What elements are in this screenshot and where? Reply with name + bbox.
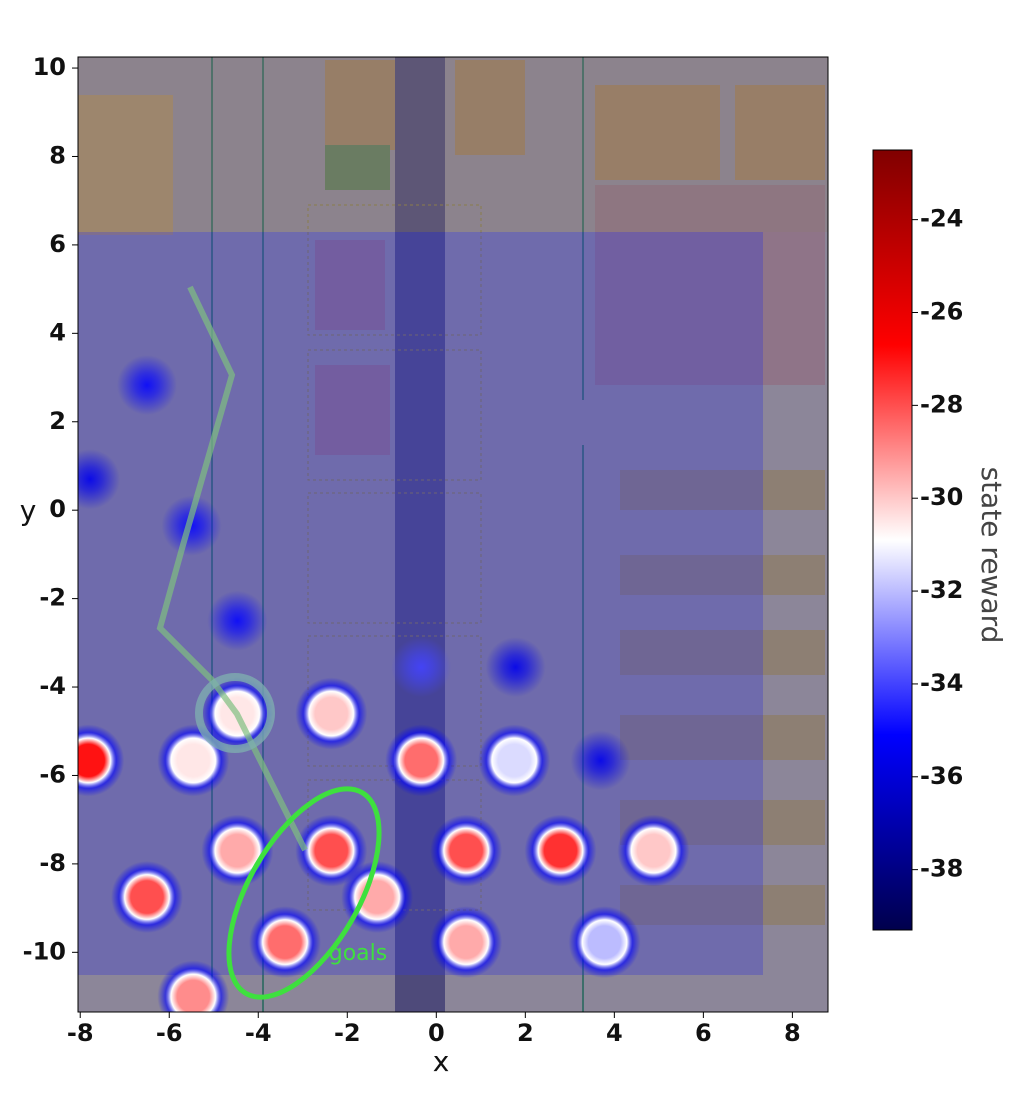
colorbar-tick-label: -26 — [920, 298, 963, 326]
colorbar-tick-label: -30 — [920, 483, 963, 511]
x-axis-label: x — [433, 1045, 450, 1078]
colorbar-label: state reward — [975, 467, 1008, 644]
reward-blob — [207, 590, 268, 651]
y-tick-label: 0 — [49, 495, 66, 523]
reward-blob — [485, 637, 546, 698]
reward-blob — [568, 906, 641, 979]
y-tick-label: 8 — [49, 141, 66, 169]
x-tick-label: 0 — [428, 1019, 445, 1047]
y-axis-label: y — [20, 494, 37, 527]
reward-blob — [110, 861, 183, 934]
reward-blob — [78, 449, 121, 510]
y-tick-label: 6 — [49, 230, 66, 258]
y-tick-label: -2 — [39, 584, 66, 612]
reward-blob — [295, 677, 368, 750]
x-tick-label: -6 — [156, 1019, 183, 1047]
reward-blob — [78, 724, 125, 797]
x-tick-label: -4 — [245, 1019, 272, 1047]
x-tick-label: -8 — [67, 1019, 94, 1047]
reward-blob — [617, 814, 690, 887]
x-tick-label: -2 — [334, 1019, 361, 1047]
reward-blob — [524, 814, 597, 887]
y-tick-label: 4 — [49, 318, 66, 346]
x-tick-label: 6 — [695, 1019, 712, 1047]
x-tick-label: 2 — [517, 1019, 534, 1047]
y-tick-label: -4 — [39, 672, 66, 700]
y-tick-label: 10 — [33, 53, 66, 81]
y-tick-label: -8 — [39, 849, 66, 877]
y-tick-label: 2 — [49, 407, 66, 435]
colorbar-tick-label: -24 — [920, 205, 963, 233]
y-tick-label: -10 — [23, 937, 66, 965]
reward-blob — [391, 637, 452, 698]
trajectory — [156, 285, 382, 1000]
colorbar — [872, 149, 913, 931]
reward-blob — [248, 906, 321, 979]
annotation: goals — [329, 941, 387, 966]
reward-blob — [385, 724, 458, 797]
reward-blob — [478, 724, 551, 797]
colorbar-tick-label: -28 — [920, 390, 963, 418]
colorbar-tick-label: -38 — [920, 855, 963, 883]
colorbar-tick-label: -34 — [920, 669, 963, 697]
reward-blob — [157, 960, 230, 1012]
reward-blob — [430, 906, 503, 979]
colorbar-tick-label: -32 — [920, 576, 963, 604]
colorbar-tick-label: -36 — [920, 762, 963, 790]
reward-blob — [201, 814, 274, 887]
x-tick-label: 8 — [784, 1019, 801, 1047]
y-tick-label: -6 — [39, 760, 66, 788]
reward-blob — [430, 814, 503, 887]
reward-blob — [570, 730, 631, 791]
x-tick-label: 4 — [606, 1019, 623, 1047]
plot-frame — [77, 56, 829, 1013]
reward-blob — [295, 814, 368, 887]
reward-blob — [116, 355, 177, 416]
reward-blob — [341, 861, 414, 934]
